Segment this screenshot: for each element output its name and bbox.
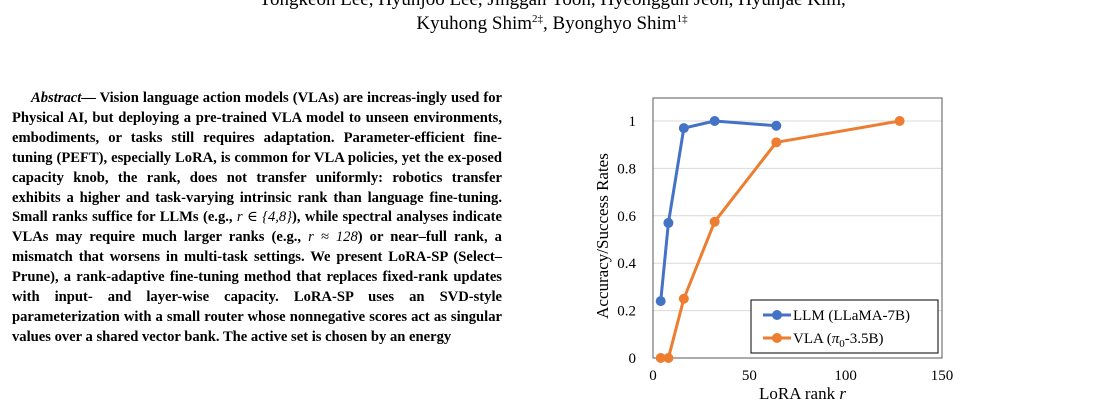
data-point-series-1 [771, 120, 782, 131]
data-point-series-2 [894, 116, 905, 126]
y-tick-label: 1 [629, 114, 637, 130]
y-axis-title: Accuracy/Success Rates [593, 153, 612, 319]
authors-line-1: Yongkeon Lee, Hyunjoo Lee, Jinggan Yoon,… [0, 0, 1104, 12]
y-tick-label: 0.6 [617, 209, 636, 225]
author-affiliation-mark: 2‡ [532, 13, 544, 25]
data-point-series-2 [655, 353, 666, 363]
abstract-text: — Vision language action models (VLAs) a… [12, 90, 502, 226]
data-point-series-2 [663, 353, 674, 363]
legend-swatch-marker [772, 310, 782, 320]
x-tick-label: 50 [742, 368, 757, 384]
y-tick-label: 0 [629, 351, 637, 367]
abstract-section: Abstract— Vision language action models … [12, 89, 502, 348]
abstract-text: ), while spectral analyses indicate VLAs… [12, 209, 502, 246]
abstract-heading: Abstract [31, 90, 82, 106]
y-tick-label: 0.8 [617, 161, 636, 177]
rank-vs-accuracy-chart: 0 0.2 0.4 0.6 0.8 1 0 50 100 150 LoRA rank r Accura… [593, 97, 954, 403]
data-point-series-1 [709, 116, 720, 126]
legend-box [750, 299, 939, 354]
data-point-series-1 [663, 217, 674, 228]
data-point-series-1 [655, 296, 666, 307]
x-tick-label: 100 [834, 368, 857, 384]
author-separator: , [543, 13, 553, 34]
data-point-series-2 [771, 137, 782, 148]
data-point-series-2 [709, 216, 720, 227]
plot-area-frame [652, 97, 943, 359]
authors-line-2: Kyuhong Shim2‡, Byonghyo Shim1‡ [416, 13, 687, 34]
legend-label: VLA (π0-3.5B) [793, 331, 884, 350]
math-expression: r ≈ 128 [308, 229, 358, 246]
author-name: Byonghyo Shim [552, 13, 677, 34]
y-tick-label: 0.4 [617, 256, 636, 272]
legend-swatch-marker [772, 333, 782, 343]
x-axis-title: LoRA rank r [759, 384, 846, 403]
abstract-text: ) or near–full rank, a mismatch that wor… [12, 229, 502, 345]
abstract-paragraph: Abstract— Vision language action models … [12, 89, 502, 348]
series-line-1 [659, 119, 777, 302]
x-tick-label: 0 [649, 368, 657, 384]
legend-label: LLM (LLaMA-7B) [793, 308, 910, 324]
data-point-series-1 [678, 123, 689, 134]
author-name: Kyuhong Shim [416, 13, 533, 34]
author-list: Yongkeon Lee, Hyunjoo Lee, Jinggan Yoon,… [0, 0, 1104, 36]
x-tick-label: 150 [931, 368, 954, 384]
math-expression: r ∈ {4,8} [236, 209, 293, 226]
author-affiliation-mark: 1‡ [676, 13, 688, 25]
data-point-series-2 [678, 293, 689, 304]
y-tick-label: 0.2 [617, 304, 636, 320]
